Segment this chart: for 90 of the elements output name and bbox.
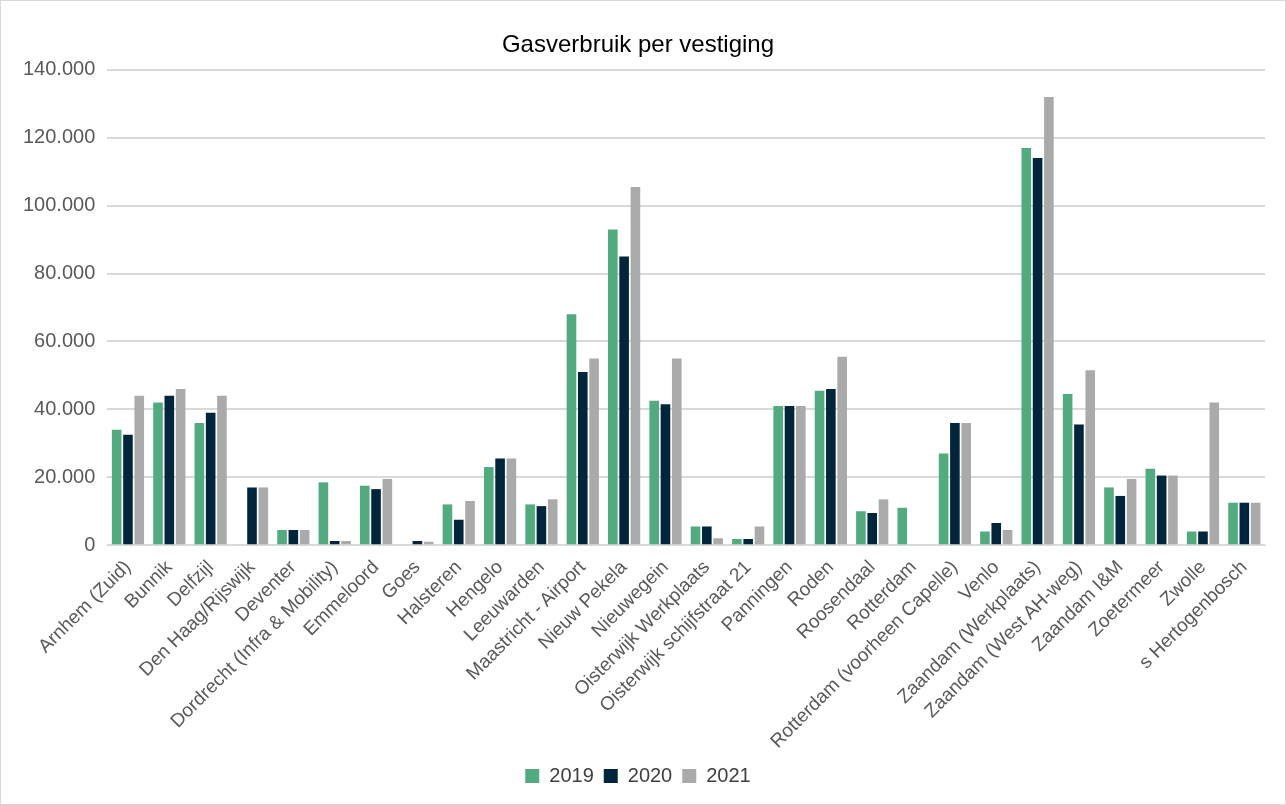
- bar: [1250, 502, 1261, 545]
- bar: [359, 485, 370, 545]
- bar: [453, 519, 464, 545]
- bar: [217, 395, 227, 545]
- bar: [608, 229, 618, 545]
- y-tick-label: 100.000: [23, 193, 96, 216]
- bar: [1062, 394, 1073, 545]
- legend-label: 2020: [627, 763, 673, 786]
- bar: [1168, 475, 1178, 545]
- bar: [660, 404, 671, 545]
- bar: [837, 356, 847, 545]
- bar: [897, 507, 908, 545]
- bar: [566, 314, 577, 545]
- bar: [205, 412, 216, 545]
- bar: [247, 487, 257, 545]
- y-tick-label: 120.000: [23, 125, 96, 148]
- bar: [1228, 502, 1238, 545]
- y-tick-label: 40.000: [34, 396, 96, 419]
- bar: [991, 523, 1002, 545]
- bar: [784, 405, 795, 545]
- bar: [412, 541, 423, 545]
- bar: [1156, 475, 1167, 545]
- bar: [1085, 370, 1096, 545]
- chart-title: Gasverbruik per vestiging: [501, 30, 775, 58]
- bar: [483, 467, 494, 545]
- bar: [175, 388, 186, 545]
- bar: [1198, 531, 1208, 545]
- bar: [442, 504, 453, 545]
- bar: [961, 422, 972, 545]
- y-tick-label: 60.000: [34, 328, 96, 351]
- bar: [773, 405, 784, 545]
- bar: [938, 453, 949, 545]
- bar: [1104, 487, 1114, 545]
- bar: [318, 482, 329, 545]
- bar: [341, 541, 351, 545]
- bar: [111, 429, 122, 545]
- bar: [732, 539, 742, 545]
- bar: [856, 511, 866, 545]
- bar: [1032, 158, 1043, 545]
- bar: [1002, 529, 1013, 545]
- bar: [671, 358, 682, 545]
- bar: [536, 506, 547, 545]
- bar: [690, 526, 701, 545]
- bar: [1021, 147, 1032, 545]
- bar: [980, 531, 990, 545]
- y-tick-label: 20.000: [34, 464, 96, 487]
- bar: [382, 478, 393, 545]
- bar: [1126, 478, 1137, 545]
- bar: [299, 529, 310, 545]
- bar: [1074, 424, 1084, 545]
- bar: [826, 388, 836, 545]
- legend-label: 2019: [549, 763, 594, 786]
- bar: [134, 395, 145, 545]
- y-tick-label: 80.000: [34, 261, 96, 284]
- bar: [329, 541, 340, 545]
- bar: [465, 501, 475, 545]
- bar: [713, 538, 723, 545]
- bar: [1145, 468, 1156, 545]
- bar: [194, 422, 205, 545]
- bar: [743, 539, 753, 545]
- bar: [619, 256, 629, 545]
- bar: [702, 526, 712, 545]
- bar: [867, 512, 878, 545]
- bar: [754, 526, 765, 545]
- bar: [153, 402, 163, 545]
- bar: [814, 390, 825, 545]
- bar: [1239, 502, 1250, 545]
- bar: [277, 529, 287, 545]
- bar: [1209, 402, 1220, 545]
- bar: [589, 358, 599, 545]
- bar: [506, 458, 517, 545]
- bar: [258, 487, 269, 545]
- bar: [878, 499, 889, 545]
- legend-label: 2021: [706, 763, 751, 786]
- bar: [630, 186, 641, 545]
- bar: [164, 395, 175, 545]
- bar: [577, 371, 588, 545]
- bar: [371, 489, 381, 545]
- bar: [950, 422, 960, 545]
- bar: [495, 458, 505, 545]
- bar: [123, 434, 133, 545]
- bar: [796, 405, 806, 545]
- y-tick-label: 0: [84, 532, 96, 555]
- bar: [525, 504, 535, 545]
- bar: [1115, 495, 1126, 545]
- bar: [649, 400, 659, 545]
- bar: [1044, 96, 1054, 545]
- y-tick-label: 140.000: [23, 57, 96, 80]
- bar: [547, 499, 558, 545]
- bar: [288, 529, 299, 545]
